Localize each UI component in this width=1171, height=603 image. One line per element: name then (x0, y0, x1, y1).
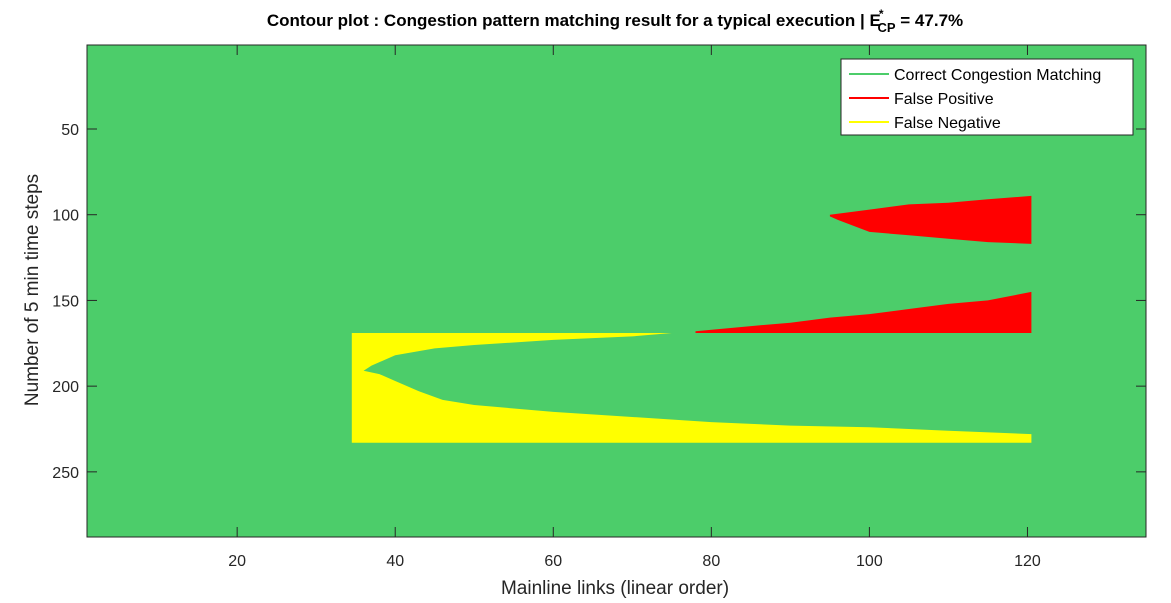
legend: Correct Congestion Matching False Positiv… (840, 58, 1134, 136)
x-tick-label: 40 (386, 553, 404, 570)
y-tick-label: 50 (61, 122, 79, 139)
y-tick-label: 100 (52, 208, 79, 225)
axes-frame (86, 44, 1147, 538)
legend-label-false-positive: False Positive (894, 91, 994, 108)
chart-title-main: Contour plot : Congestion pattern matchi… (267, 11, 881, 30)
legend-label-correct: Correct Congestion Matching (894, 67, 1101, 84)
x-tick-label: 100 (856, 553, 883, 570)
x-tick-label: 60 (544, 553, 562, 570)
chart-title: Contour plot : Congestion pattern matchi… (267, 7, 963, 35)
legend-box (840, 58, 1134, 136)
region-fp-upper (829, 195, 1032, 244)
x-tick-label: 80 (702, 553, 720, 570)
y-axis-label: Number of 5 min time steps (22, 174, 43, 406)
chart-title-superscript: * (879, 7, 884, 21)
chart-title-subscript: CP (878, 20, 896, 35)
region-fp-lower (695, 291, 1032, 333)
x-tick-label: 120 (1014, 553, 1041, 570)
y-tick-label: 250 (52, 465, 79, 482)
axes: 20 40 60 80 100 120 50 100 150 200 250 (52, 44, 1147, 570)
y-tick-label: 200 (52, 379, 79, 396)
x-tick-label: 20 (228, 553, 246, 570)
chart-title-suffix: = 47.7% (896, 11, 964, 30)
region-fn-band (351, 333, 1032, 443)
y-tick-label: 150 (52, 293, 79, 310)
legend-label-false-negative: False Negative (894, 115, 1001, 132)
x-axis-label: Mainline links (linear order) (501, 578, 729, 599)
